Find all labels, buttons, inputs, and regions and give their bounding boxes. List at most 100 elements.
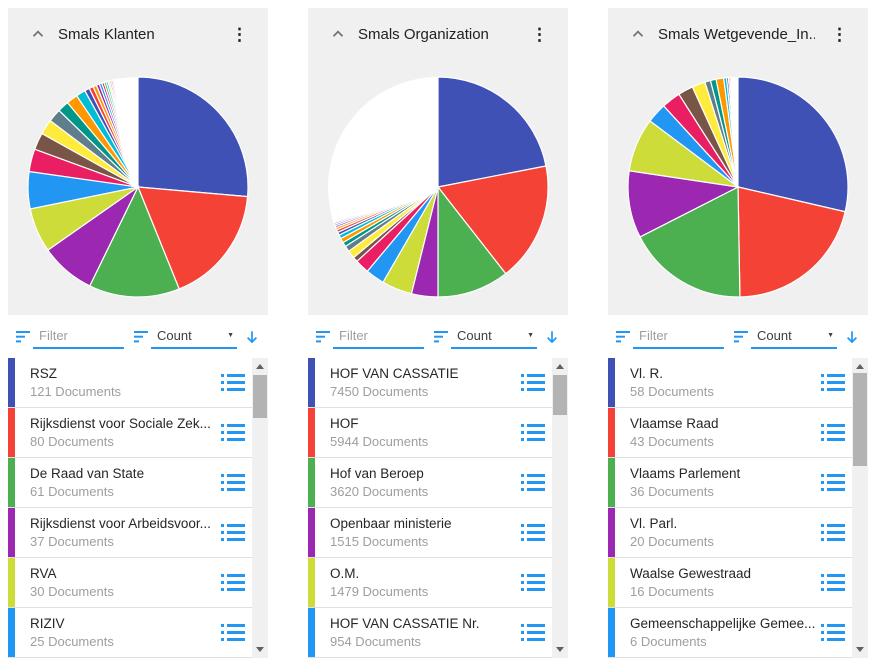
more-options-kebab-icon[interactable]: ⋮ (531, 24, 548, 44)
scrollbar-thumb[interactable] (553, 375, 567, 415)
list-item[interactable]: RVA 30 Documents (8, 558, 252, 608)
pie-slice (436, 165, 549, 275)
collapse-chevron-icon[interactable] (630, 26, 646, 42)
list-icon[interactable] (217, 373, 252, 392)
list-item[interactable]: HOF VAN CASSATIE 7450 Documents (308, 358, 552, 408)
list-item[interactable]: Vl. Parl. 20 Documents (608, 508, 852, 558)
list-item[interactable]: Openbaar ministerie 1515 Documents (308, 508, 552, 558)
category-color-bar (8, 608, 15, 657)
pie-chart[interactable] (308, 60, 568, 315)
pie-chart[interactable] (608, 60, 868, 315)
pie-chart[interactable] (8, 60, 268, 315)
scrollbar-thumb[interactable] (853, 373, 867, 466)
item-text: HOF VAN CASSATIE 7450 Documents (315, 365, 517, 400)
item-label: HOF (330, 416, 359, 431)
scrollbar[interactable] (252, 358, 268, 658)
list-icon[interactable] (817, 423, 852, 442)
list-item[interactable]: Rijksdienst voor Arbeidsvoor... 37 Docum… (8, 508, 252, 558)
list-icon[interactable] (517, 373, 552, 392)
category-color-bar (8, 358, 15, 407)
list-icon[interactable] (817, 573, 852, 592)
more-options-kebab-icon[interactable]: ⋮ (231, 24, 248, 44)
list-item[interactable]: Vlaams Parlement 36 Documents (608, 458, 852, 508)
item-doc-count: 20 Documents (630, 534, 714, 549)
sort-field-select[interactable]: Count ▼ (151, 325, 237, 349)
sort-field-select[interactable]: Count ▼ (751, 325, 837, 349)
scroll-up-arrow-icon[interactable] (256, 364, 264, 369)
scroll-down-arrow-icon[interactable] (556, 647, 564, 652)
list-icon[interactable] (817, 523, 852, 542)
list-item[interactable]: RIZIV 25 Documents (8, 608, 252, 658)
filter-input[interactable] (633, 324, 724, 349)
item-doc-count: 25 Documents (30, 634, 114, 649)
item-label: Rijksdienst voor Arbeidsvoor... (30, 516, 211, 531)
list-icon[interactable] (217, 523, 252, 542)
item-label: Waalse Gewestraad (630, 566, 752, 581)
scroll-up-arrow-icon[interactable] (556, 364, 564, 369)
list-icon[interactable] (217, 623, 252, 642)
list-icon[interactable] (517, 473, 552, 492)
item-doc-count: 1479 Documents (330, 584, 429, 599)
category-color-bar (8, 458, 15, 507)
dropdown-caret-icon: ▼ (827, 331, 834, 339)
list-icon[interactable] (817, 473, 852, 492)
category-color-bar (308, 558, 315, 607)
list-icon[interactable] (817, 373, 852, 392)
list-icon[interactable] (217, 573, 252, 592)
list-item[interactable]: Hof van Beroep 3620 Documents (308, 458, 552, 508)
category-color-bar (308, 458, 315, 507)
filter-input[interactable] (333, 324, 424, 349)
item-list: RSZ 121 Documents Rijksdienst voor Socia… (8, 358, 268, 658)
item-text: De Raad van State 61 Documents (15, 465, 217, 500)
item-doc-count: 954 Documents (330, 634, 422, 649)
list-icon[interactable] (517, 623, 552, 642)
list-item[interactable]: Vlaamse Raad 43 Documents (608, 408, 852, 458)
list-item[interactable]: O.M. 1479 Documents (308, 558, 552, 608)
list-item[interactable]: RSZ 121 Documents (8, 358, 252, 408)
item-label: RIZIV (30, 616, 65, 631)
pie-slice (88, 185, 180, 298)
panel-header: Smals Wetgevende_In... ⋮ (608, 8, 868, 60)
item-label: Vl. R. (630, 366, 664, 381)
item-text: HOF VAN CASSATIE Nr. 954 Documents (315, 615, 517, 650)
list-item[interactable]: De Raad van State 61 Documents (8, 458, 252, 508)
list-item[interactable]: Vl. R. 58 Documents (608, 358, 852, 408)
item-label: RSZ (30, 366, 57, 381)
list-item[interactable]: Gemeenschappelijke Gemee... 6 Documents (608, 608, 852, 658)
pie-slice (737, 186, 846, 298)
list-icon[interactable] (517, 573, 552, 592)
sort-direction-button[interactable] (544, 329, 560, 345)
item-text: Vlaams Parlement 36 Documents (615, 465, 817, 500)
list-item[interactable]: Rijksdienst voor Sociale Zek... 80 Docum… (8, 408, 252, 458)
item-label: Hof van Beroep (330, 466, 424, 481)
sort-field-select[interactable]: Count ▼ (451, 325, 537, 349)
list-icon[interactable] (217, 473, 252, 492)
sort-direction-button[interactable] (244, 329, 260, 345)
list-icon[interactable] (517, 423, 552, 442)
item-rows: RSZ 121 Documents Rijksdienst voor Socia… (8, 358, 252, 658)
filter-icon (616, 330, 631, 343)
scroll-up-arrow-icon[interactable] (856, 364, 864, 369)
filter-input[interactable] (33, 324, 124, 349)
filter-panel: Smals Wetgevende_In... ⋮ Count ▼ (608, 8, 868, 658)
more-options-kebab-icon[interactable]: ⋮ (831, 24, 848, 44)
list-icon[interactable] (817, 623, 852, 642)
list-item[interactable]: HOF VAN CASSATIE Nr. 954 Documents (308, 608, 552, 658)
collapse-chevron-icon[interactable] (330, 26, 346, 42)
sort-direction-button[interactable] (844, 329, 860, 345)
item-label: HOF VAN CASSATIE (330, 366, 459, 381)
list-icon[interactable] (217, 423, 252, 442)
collapse-chevron-icon[interactable] (30, 26, 46, 42)
scroll-down-arrow-icon[interactable] (856, 647, 864, 652)
scrollbar[interactable] (852, 358, 868, 658)
list-item[interactable]: Waalse Gewestraad 16 Documents (608, 558, 852, 608)
item-text: RVA 30 Documents (15, 565, 217, 600)
scrollbar-thumb[interactable] (253, 375, 267, 418)
scrollbar[interactable] (552, 358, 568, 658)
list-item[interactable]: HOF 5944 Documents (308, 408, 552, 458)
filter-sort-row: Count ▼ (608, 315, 868, 358)
item-doc-count: 58 Documents (630, 384, 714, 399)
list-icon[interactable] (517, 523, 552, 542)
item-text: Gemeenschappelijke Gemee... 6 Documents (615, 615, 817, 650)
scroll-down-arrow-icon[interactable] (256, 647, 264, 652)
